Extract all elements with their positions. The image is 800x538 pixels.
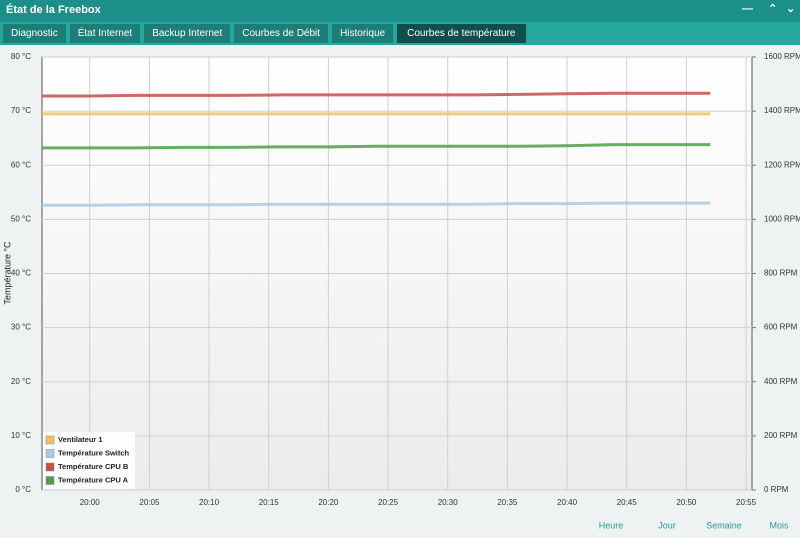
y-tick-label: 10 °C — [11, 431, 31, 440]
y-tick-label: 20 °C — [11, 377, 31, 386]
x-tick-label: 20:45 — [617, 498, 638, 507]
restore-button[interactable]: ⌃ — [768, 3, 778, 15]
legend-swatch — [45, 449, 55, 458]
tab[interactable]: Backup Internet — [144, 24, 231, 43]
y2-tick-label: 400 RPM — [764, 377, 798, 386]
legend-box — [43, 432, 135, 489]
legend-swatch — [45, 462, 55, 472]
legend-label: Ventilateur 1 — [58, 435, 103, 444]
x-tick-label: 20:30 — [438, 498, 459, 507]
y-tick-label: 60 °C — [11, 160, 31, 169]
period-button[interactable]: Jour — [658, 520, 676, 530]
y2-tick-label: 1600 RPM — [764, 52, 800, 61]
tab-bar: Diagnostic État Internet Backup Internet Co… — [0, 22, 800, 45]
legend-swatch — [45, 435, 55, 445]
legend-label: Température CPU B — [58, 462, 129, 471]
minimize-button[interactable]: — — [742, 3, 753, 15]
y-tick-label: 70 °C — [11, 106, 31, 115]
x-tick-label: 20:35 — [497, 498, 518, 507]
series-line — [42, 143, 711, 150]
period-button[interactable]: Semaine — [706, 520, 742, 530]
tab[interactable]: Diagnostic — [3, 24, 66, 43]
y-tick-label: 40 °C — [11, 269, 31, 278]
y-tick-label: 80 °C — [11, 52, 31, 61]
tab[interactable]: Historique — [332, 24, 394, 43]
x-tick-label: 20:20 — [318, 498, 339, 507]
legend-label: Température CPU A — [58, 475, 129, 484]
x-tick-label: 20:15 — [259, 498, 280, 507]
collapse-button[interactable]: ⌄ — [786, 3, 796, 15]
legend-label: Température Switch — [58, 448, 130, 457]
x-tick-label: 20:25 — [378, 498, 399, 507]
x-tick-label: 20:10 — [199, 498, 220, 507]
title-bar: État de la Freebox — ⌃ ⌄ — [0, 0, 800, 22]
y-tick-label: 50 °C — [11, 214, 31, 223]
x-tick-label: 20:40 — [557, 498, 578, 507]
tab[interactable]: Courbes de température — [397, 24, 526, 43]
y-axis-label: Température °C — [2, 241, 12, 305]
tab[interactable]: Courbes de Débit — [234, 24, 329, 43]
y2-tick-label: 600 RPM — [764, 323, 798, 332]
y2-tick-label: 800 RPM — [764, 269, 798, 278]
x-tick-label: 20:00 — [80, 498, 101, 507]
y2-tick-label: 200 RPM — [764, 431, 798, 440]
y2-tick-label: 0 RPM — [764, 485, 789, 494]
legend-swatch — [45, 476, 55, 485]
x-tick-label: 20:55 — [736, 498, 757, 507]
y2-tick-label: 1200 RPM — [764, 160, 800, 169]
period-button[interactable]: Mois — [769, 520, 789, 530]
window-title: État de la Freebox — [6, 4, 101, 16]
x-tick-label: 20:05 — [139, 498, 160, 507]
period-button[interactable]: Heure — [599, 520, 624, 530]
y-tick-label: 30 °C — [11, 323, 31, 332]
y2-tick-label: 1400 RPM — [764, 106, 800, 115]
series-line — [42, 91, 711, 98]
series-line — [42, 201, 711, 207]
x-tick-label: 20:50 — [676, 498, 697, 507]
y-tick-label: 0 °C — [15, 485, 31, 494]
y2-tick-label: 1000 RPM — [764, 214, 800, 223]
tab[interactable]: État Internet — [69, 24, 141, 43]
